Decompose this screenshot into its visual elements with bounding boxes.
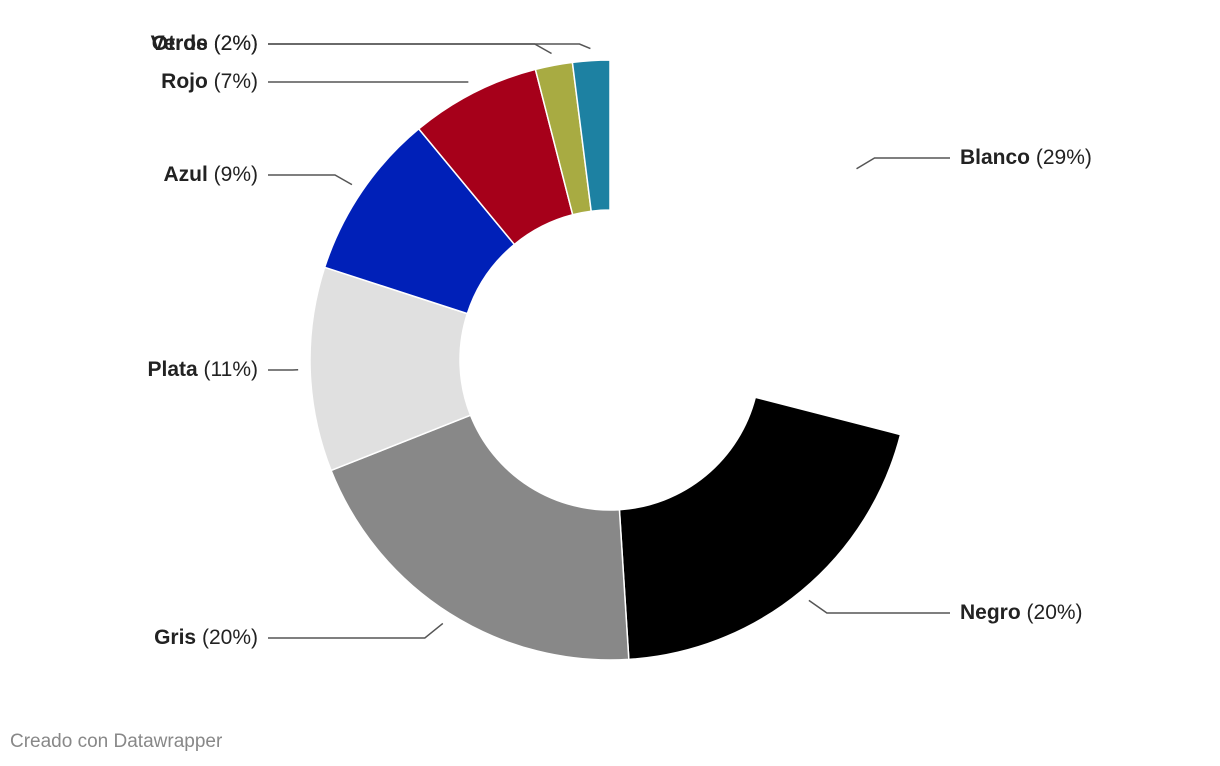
- slice-label: Azul (9%): [163, 163, 258, 186]
- slice: [330, 414, 630, 661]
- leader-line: [268, 174, 353, 186]
- slice-label: Blanco (29%): [960, 146, 1092, 169]
- category-name: Blanco: [960, 146, 1030, 169]
- category-name: Negro: [960, 601, 1021, 624]
- slice-label: Rojo (7%): [161, 70, 258, 93]
- slice-label: Gris (20%): [154, 626, 258, 649]
- category-name: Gris: [154, 626, 196, 649]
- leader-line: [268, 43, 552, 55]
- slice-label: Verde (2%): [151, 32, 258, 55]
- value-label: (20%): [202, 626, 258, 649]
- value-label: (11%): [204, 358, 258, 381]
- value-label: (29%): [1036, 146, 1092, 169]
- category-name: Azul: [163, 163, 207, 186]
- slice: [571, 59, 611, 213]
- category-name: Verde: [151, 32, 208, 55]
- category-name: Otros: [152, 32, 208, 55]
- slice: [609, 59, 911, 436]
- leader-line: [808, 599, 950, 614]
- category-name: Plata: [147, 358, 198, 381]
- slice-label: Plata (11%): [147, 358, 258, 381]
- category-name: Rojo: [161, 70, 208, 93]
- leader-line: [268, 622, 444, 639]
- value-label: (9%): [214, 163, 258, 186]
- leader-line: [856, 157, 950, 170]
- slice: [618, 396, 902, 661]
- value-label: (7%): [214, 70, 258, 93]
- leader-line: [268, 43, 591, 50]
- slice-label: Negro (20%): [960, 601, 1083, 624]
- value-label: (20%): [1027, 601, 1083, 624]
- slice-label: Otros (2%): [152, 32, 258, 55]
- value-label: (2%): [214, 32, 258, 55]
- footer: Creado con Datawrapper: [10, 731, 223, 752]
- value-label: (2%): [214, 32, 258, 55]
